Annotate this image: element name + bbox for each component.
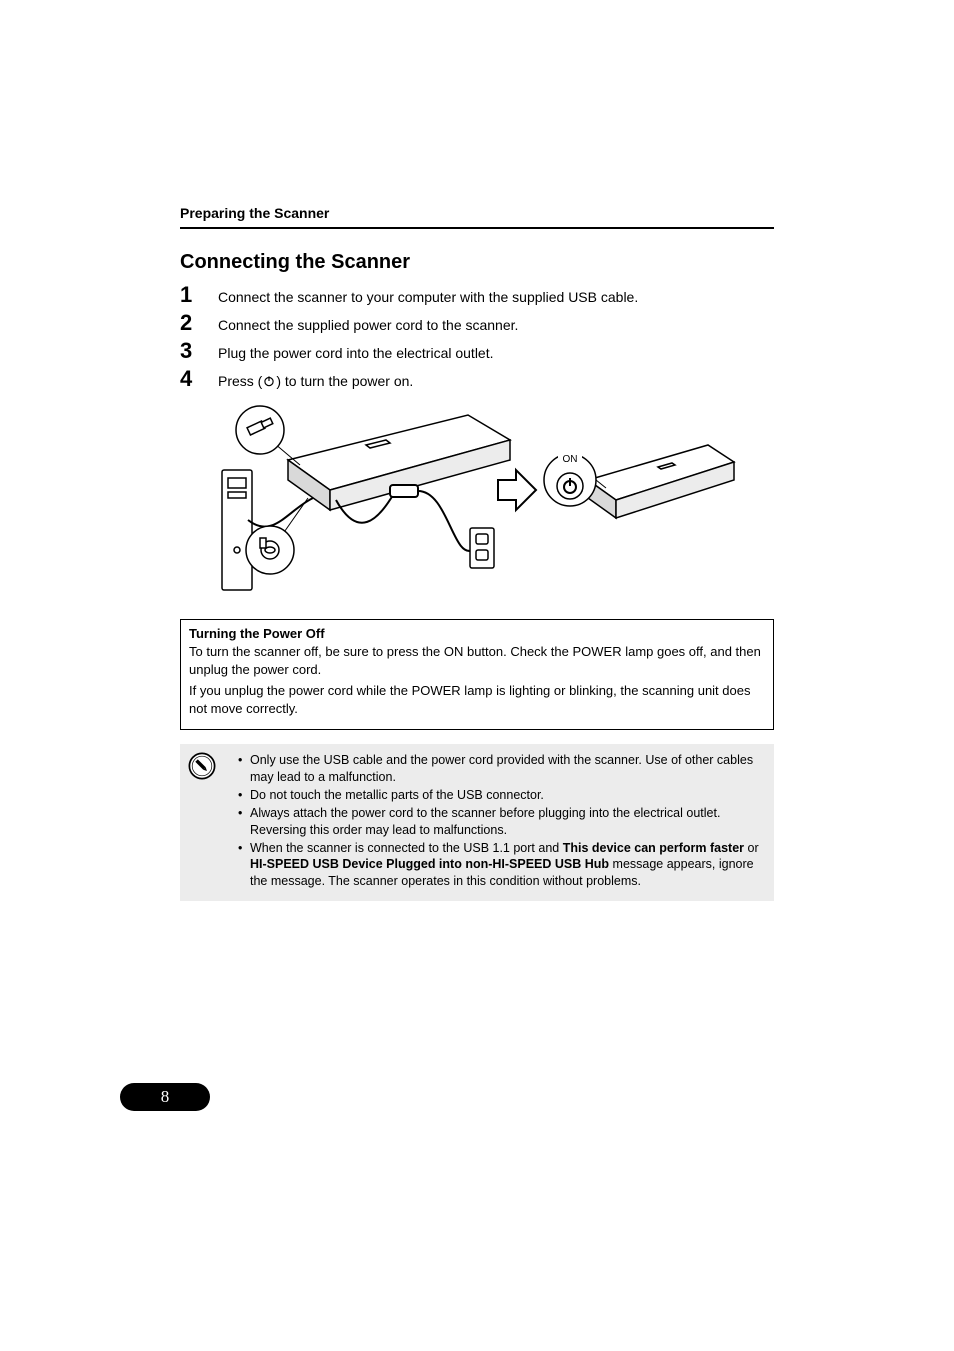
- note-item: Only use the USB cable and the power cor…: [238, 752, 764, 786]
- step-4: 4 Press ( ) to turn the power on.: [180, 368, 774, 392]
- computer-tower: [222, 470, 252, 590]
- connection-illustration: ON: [218, 400, 774, 605]
- connection-diagram-svg: ON: [218, 400, 738, 600]
- scanner-right: [588, 445, 734, 518]
- callout-power-button-left: [246, 498, 308, 574]
- usb-cable: [248, 498, 313, 527]
- page-number-badge: 8: [120, 1083, 210, 1111]
- power-off-title: Turning the Power Off: [189, 626, 765, 641]
- note-item: Do not touch the metallic parts of the U…: [238, 787, 764, 804]
- step4-before: Press (: [218, 373, 262, 389]
- running-head: Preparing the Scanner: [180, 205, 774, 221]
- step4-after: ) to turn the power on.: [276, 373, 413, 389]
- step-text: Connect the scanner to your computer wit…: [218, 287, 638, 308]
- step-text: Connect the supplied power cord to the s…: [218, 315, 518, 336]
- step-1: 1 Connect the scanner to your computer w…: [180, 284, 774, 308]
- power-off-box: Turning the Power Off To turn the scanne…: [180, 619, 774, 730]
- power-icon: [262, 374, 276, 388]
- step-number: 4: [180, 368, 218, 390]
- arrow-right-icon: [498, 470, 536, 510]
- note-box: Only use the USB cable and the power cor…: [180, 744, 774, 901]
- step-number: 2: [180, 312, 218, 334]
- note-icon-wrap: [188, 752, 238, 891]
- page-number: 8: [161, 1087, 170, 1107]
- step-3: 3 Plug the power cord into the electrica…: [180, 340, 774, 364]
- note-item: Always attach the power cord to the scan…: [238, 805, 764, 839]
- pencil-circle-icon: [188, 752, 216, 780]
- callout-usb-plug: [236, 406, 300, 465]
- step-number: 3: [180, 340, 218, 362]
- wall-outlet: [470, 528, 494, 568]
- header-rule: [180, 227, 774, 229]
- power-off-p1: To turn the scanner off, be sure to pres…: [189, 643, 765, 678]
- note-list: Only use the USB cable and the power cor…: [238, 752, 764, 891]
- note-item: When the scanner is connected to the USB…: [238, 840, 764, 891]
- on-label: ON: [563, 454, 578, 465]
- step-text: Plug the power cord into the electrical …: [218, 343, 494, 364]
- steps-list: 1 Connect the scanner to your computer w…: [180, 284, 774, 392]
- step-text: Press ( ) to turn the power on.: [218, 371, 413, 392]
- section-title: Connecting the Scanner: [180, 251, 774, 274]
- power-off-p2: If you unplug the power cord while the P…: [189, 682, 765, 717]
- step-2: 2 Connect the supplied power cord to the…: [180, 312, 774, 336]
- page: Preparing the Scanner Connecting the Sca…: [0, 0, 954, 1351]
- step-number: 1: [180, 284, 218, 306]
